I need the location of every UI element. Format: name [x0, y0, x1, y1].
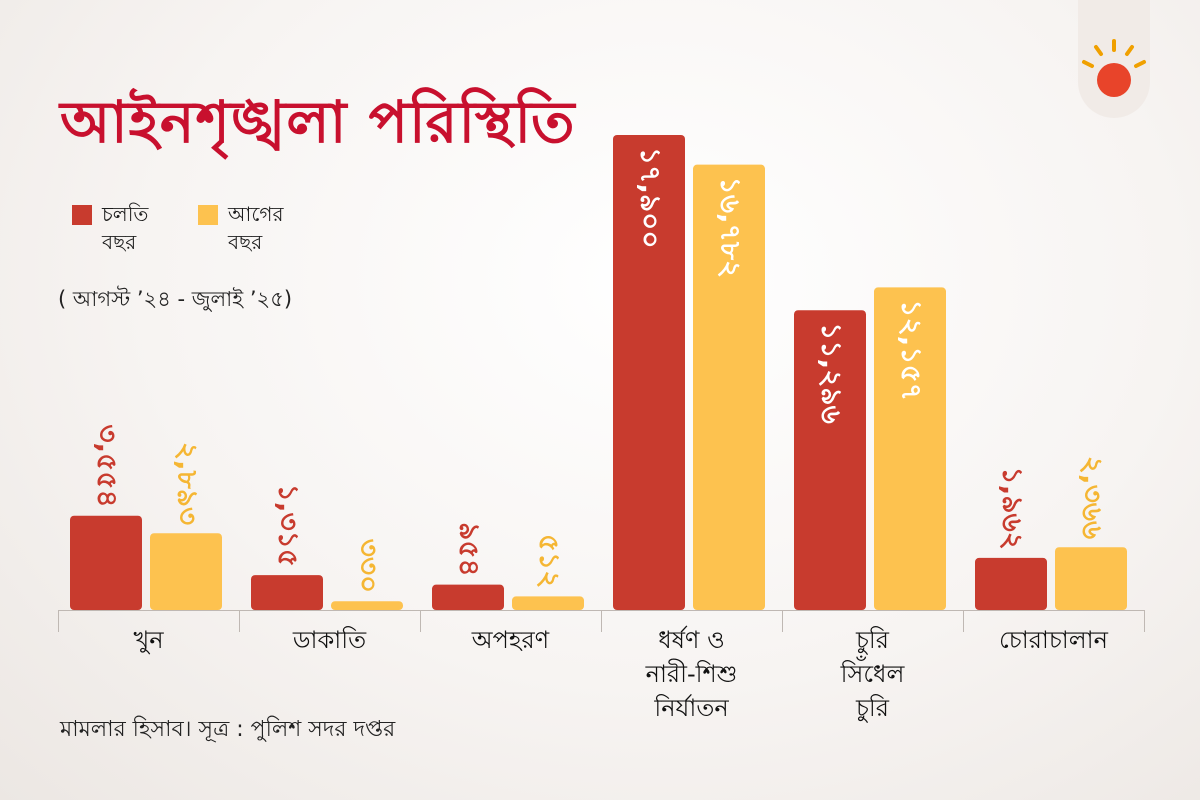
- bar-value-label: ১,৩১৫: [272, 484, 305, 567]
- bar-current: [794, 310, 866, 610]
- legend-swatch-previous: [198, 205, 218, 225]
- bar-value-label: ১৬,৭৮২: [714, 177, 747, 279]
- bar-value-label: ৩,৫৫৪: [91, 424, 124, 507]
- bar-value-label: ২,৩৬৬: [1076, 456, 1109, 539]
- category-label: অপহরণ: [471, 626, 550, 654]
- bar-current: [251, 575, 323, 610]
- page-title: আইনশৃঙ্খলা পরিস্থিতি: [60, 88, 576, 156]
- category-label: নারী-শিশু: [645, 659, 738, 688]
- sun-logo-icon: [1082, 39, 1146, 97]
- bar-previous: [150, 533, 222, 610]
- bar-previous: [512, 596, 584, 610]
- bar-value-label: ১২,১৫৭: [895, 299, 928, 401]
- bar-current: [613, 135, 685, 610]
- bar-previous: [874, 287, 946, 610]
- period-note: ( আগস্ট ’২৪ - জুলাই ’২৫): [58, 287, 293, 311]
- legend-swatch-current: [72, 205, 92, 225]
- bar-value-label: ৫১২: [533, 534, 566, 589]
- bar-current: [70, 515, 142, 610]
- category-label: সিঁধেল: [840, 656, 906, 688]
- category-label: নির্যাতন: [653, 693, 729, 722]
- category-label: ধর্ষণ ও: [658, 625, 725, 654]
- legend-label-previous: আগের বছর: [228, 202, 284, 254]
- bar-previous: [693, 164, 765, 610]
- bar-value-label: ২,৮৯৩: [171, 442, 204, 525]
- category-label: চুরি: [855, 626, 890, 654]
- bar-previous: [331, 601, 403, 610]
- bar-current: [975, 557, 1047, 610]
- legend-label-current: চলতি বছর: [102, 202, 149, 254]
- bar-previous: [1055, 547, 1127, 610]
- category-label: চুরি: [855, 694, 890, 722]
- category-label: খুন: [133, 626, 164, 654]
- logo-tab: [1078, 0, 1150, 118]
- source-note: মামলার হিসাব। সূত্র : পুলিশ সদর দপ্তর: [60, 717, 396, 742]
- bar-value-label: ১৭,৯০০: [634, 147, 667, 249]
- bar-value-label: ৯৫৪: [453, 522, 486, 577]
- legend: চলতি বছর আগের বছর: [72, 200, 372, 264]
- bar-value-label: ১,৯৬২: [996, 467, 1029, 550]
- category-label: ডাকাতি: [292, 626, 367, 654]
- bar-value-label: ৩৩০: [352, 539, 385, 594]
- category-label: চোরাচালান: [999, 626, 1109, 654]
- bar-value-label: ১১,২৯৬: [815, 322, 848, 424]
- bar-current: [432, 584, 504, 610]
